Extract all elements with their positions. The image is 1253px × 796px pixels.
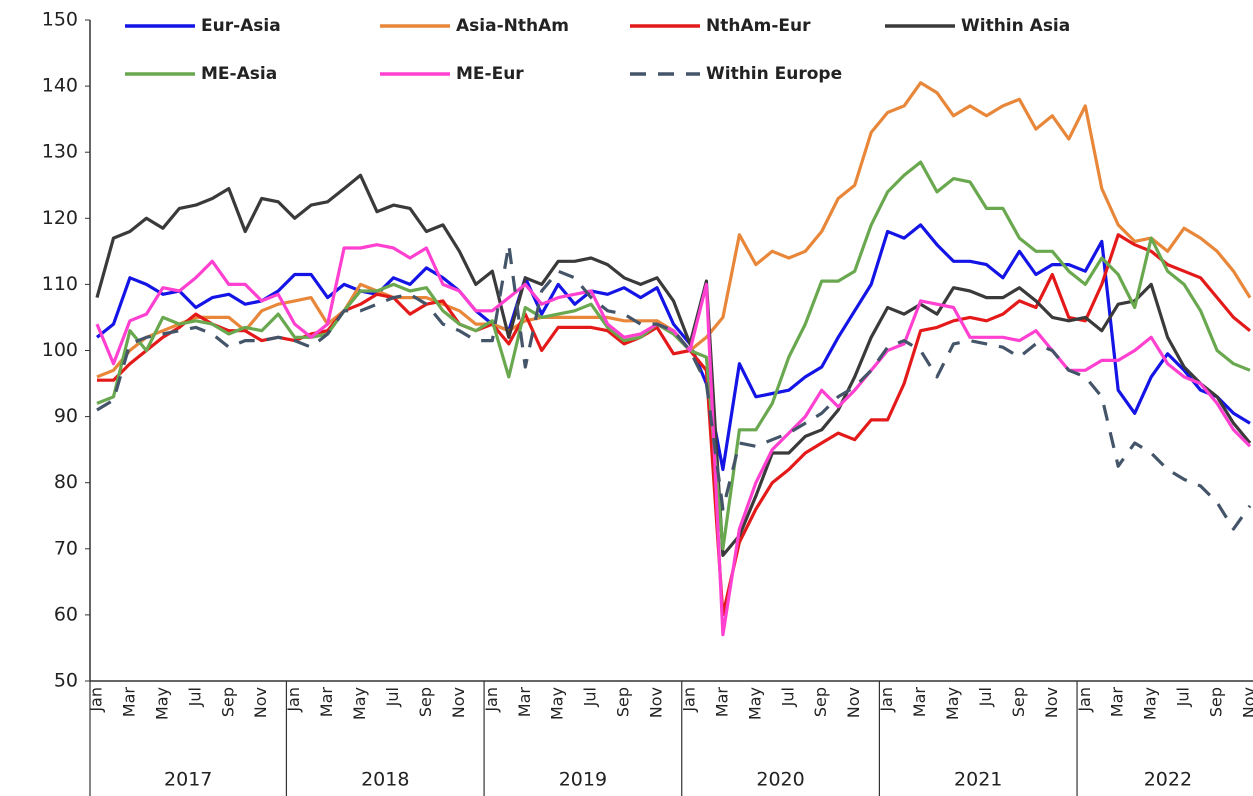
y-tick-label: 120 [42,207,78,229]
series-line [96,243,1252,531]
legend-label: Asia-NthAm [456,16,569,36]
series-line [97,233,1252,617]
x-tick-label: Nov [449,687,468,718]
x-tick-label: Jan [87,687,106,713]
x-tick-label: Nov [251,687,270,718]
legend-label: ME-Asia [201,64,277,84]
x-tick-label: Jul [1174,687,1193,707]
year-label: 2019 [559,769,607,791]
series-line [95,173,1252,557]
legend-item: ME-Eur [380,64,524,84]
legend-item: NthAm-Eur [630,16,811,36]
legend-label: Within Europe [706,64,842,84]
x-tick-label: Mar [515,687,534,718]
legend-label: Eur-Asia [201,16,281,36]
x-tick-label: Mar [1108,687,1127,718]
x-tick-label: May [1141,687,1160,720]
x-tick-label: May [943,687,962,720]
y-tick-label: 80 [54,471,78,493]
legend-item: ME-Asia [125,64,277,84]
x-tick-label: Sep [811,687,830,717]
year-label: 2018 [361,769,409,791]
x-tick-label: Nov [844,687,863,718]
year-label: 2021 [954,769,1002,791]
y-tick-label: 140 [42,75,78,97]
x-tick-label: Jul [976,687,995,707]
x-tick-label: Sep [1009,687,1028,717]
y-tick-label: 50 [54,670,78,692]
x-tick-label: Jan [877,687,896,713]
x-tick-label: Jul [778,687,797,707]
x-tick-label: Sep [1207,687,1226,717]
x-tick-label: Sep [614,687,633,717]
y-tick-label: 60 [54,603,78,625]
x-tick-label: Mar [119,687,138,718]
series-line [96,223,1251,472]
legend-label: Within Asia [961,16,1070,36]
x-tick-label: Jan [482,687,501,713]
year-label: 2022 [1144,769,1192,791]
y-tick-label: 150 [42,9,78,31]
y-tick-label: 90 [54,405,78,427]
x-tick-label: Jul [581,687,600,707]
legend-item: Asia-NthAm [380,16,569,36]
series-line [96,160,1251,551]
x-tick-label: Jul [185,687,204,707]
x-tick-label: Mar [317,687,336,718]
y-tick-label: 100 [42,339,78,361]
y-tick-label: 130 [42,141,78,163]
x-tick-label: Nov [647,687,666,718]
x-tick-label: Mar [712,687,731,718]
y-tick-label: 70 [54,537,78,559]
x-tick-label: Nov [1240,687,1253,718]
legend-label: ME-Eur [456,64,524,84]
x-tick-label: Jan [1075,687,1094,713]
legend-label: NthAm-Eur [706,16,811,36]
legend-item: Eur-Asia [125,16,281,36]
y-tick-label: 110 [42,273,78,295]
x-tick-label: Sep [218,687,237,717]
x-tick-label: Jan [679,687,698,713]
x-tick-label: Jul [383,687,402,707]
x-tick-label: May [548,687,567,720]
x-tick-label: Jan [284,687,303,713]
x-tick-label: Mar [910,687,929,718]
year-label: 2017 [164,769,212,791]
x-tick-label: Sep [416,687,435,717]
x-tick-label: May [745,687,764,720]
x-tick-label: May [152,687,171,720]
year-label: 2020 [756,769,804,791]
legend-item: Within Europe [630,64,842,84]
x-tick-label: Nov [1042,687,1061,718]
legend-item: Within Asia [885,16,1070,36]
x-tick-label: May [350,687,369,720]
